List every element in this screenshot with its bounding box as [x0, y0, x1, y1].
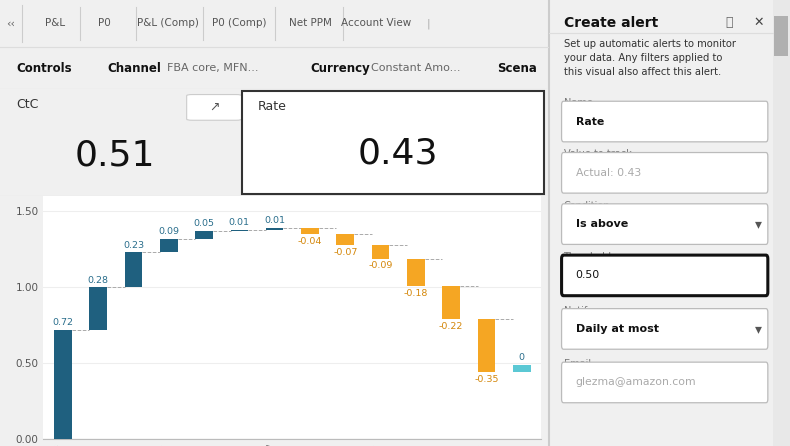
Text: 0.50: 0.50	[576, 270, 600, 281]
Text: Value to track: Value to track	[563, 149, 631, 159]
Text: ▾: ▾	[755, 322, 762, 336]
Text: 0.28: 0.28	[88, 276, 109, 285]
Text: Channel: Channel	[107, 62, 161, 74]
Text: Notify me: Notify me	[563, 306, 611, 315]
Text: 0.72: 0.72	[52, 318, 73, 327]
FancyBboxPatch shape	[562, 255, 768, 296]
Bar	[773, 0, 790, 446]
Bar	[242, 91, 544, 194]
Text: P0: P0	[98, 18, 111, 29]
Text: Email: Email	[563, 359, 591, 369]
Text: Controls: Controls	[17, 62, 72, 74]
Text: Net PPM: Net PPM	[289, 18, 332, 29]
FancyBboxPatch shape	[562, 101, 768, 142]
Text: 🖈: 🖈	[725, 16, 732, 29]
Text: Currency: Currency	[310, 62, 370, 74]
Text: Scena: Scena	[497, 62, 536, 74]
Bar	[125, 252, 142, 287]
Text: FBA core, MFN...: FBA core, MFN...	[167, 63, 259, 73]
Bar	[407, 259, 425, 286]
Text: glezma@amazon.com: glezma@amazon.com	[576, 377, 696, 388]
Text: Constant Amo...: Constant Amo...	[371, 63, 460, 73]
Text: 0.43: 0.43	[358, 136, 438, 170]
Text: -0.04: -0.04	[298, 237, 322, 246]
Bar	[265, 228, 284, 230]
Bar	[442, 286, 460, 319]
Text: CtC: CtC	[17, 98, 39, 111]
Text: ‹‹: ‹‹	[6, 18, 16, 29]
FancyBboxPatch shape	[562, 153, 768, 193]
Text: P&L: P&L	[45, 18, 65, 29]
Text: Threshold: Threshold	[563, 252, 611, 262]
Text: Daily at most: Daily at most	[576, 324, 659, 334]
Text: ▾: ▾	[755, 217, 762, 231]
Text: Name: Name	[563, 98, 592, 108]
Text: Rate: Rate	[576, 116, 604, 127]
Text: |: |	[427, 18, 430, 29]
Text: P0 (Comp): P0 (Comp)	[212, 18, 266, 29]
Bar	[301, 228, 319, 234]
Text: 0.01: 0.01	[264, 216, 285, 225]
FancyBboxPatch shape	[562, 309, 768, 349]
Bar	[337, 234, 354, 245]
Bar	[372, 245, 389, 259]
Text: 0: 0	[519, 353, 525, 362]
Text: 0.01: 0.01	[229, 218, 250, 227]
Bar	[774, 16, 788, 56]
Text: Rate: Rate	[258, 100, 287, 113]
Bar	[89, 287, 107, 330]
Text: Create alert: Create alert	[563, 16, 658, 29]
Bar	[231, 230, 248, 231]
Text: Condition: Condition	[563, 201, 610, 211]
Text: -0.22: -0.22	[439, 322, 463, 331]
Text: Actual: 0.43: Actual: 0.43	[576, 168, 641, 178]
Bar	[513, 365, 531, 372]
Text: 0.23: 0.23	[123, 241, 144, 250]
Text: Account View: Account View	[341, 18, 412, 29]
Text: -0.35: -0.35	[474, 375, 498, 384]
Text: Is above: Is above	[576, 219, 628, 229]
Bar	[195, 231, 213, 239]
Text: -0.09: -0.09	[368, 261, 393, 270]
Bar	[160, 239, 178, 252]
FancyBboxPatch shape	[562, 204, 768, 244]
Text: 0.05: 0.05	[194, 219, 215, 228]
FancyBboxPatch shape	[562, 362, 768, 403]
Bar	[54, 330, 72, 439]
Text: -0.18: -0.18	[404, 289, 428, 297]
Text: ✕: ✕	[754, 16, 765, 29]
Text: -0.07: -0.07	[333, 248, 357, 256]
Text: P&L (Comp): P&L (Comp)	[137, 18, 198, 29]
Text: 0.09: 0.09	[158, 227, 179, 236]
Bar	[478, 319, 495, 372]
Text: ↗: ↗	[209, 101, 220, 114]
Text: Set up automatic alerts to monitor
your data. Any filters applied to
this visual: Set up automatic alerts to monitor your …	[563, 39, 735, 77]
Text: 0.51: 0.51	[75, 139, 156, 173]
FancyBboxPatch shape	[186, 95, 242, 120]
